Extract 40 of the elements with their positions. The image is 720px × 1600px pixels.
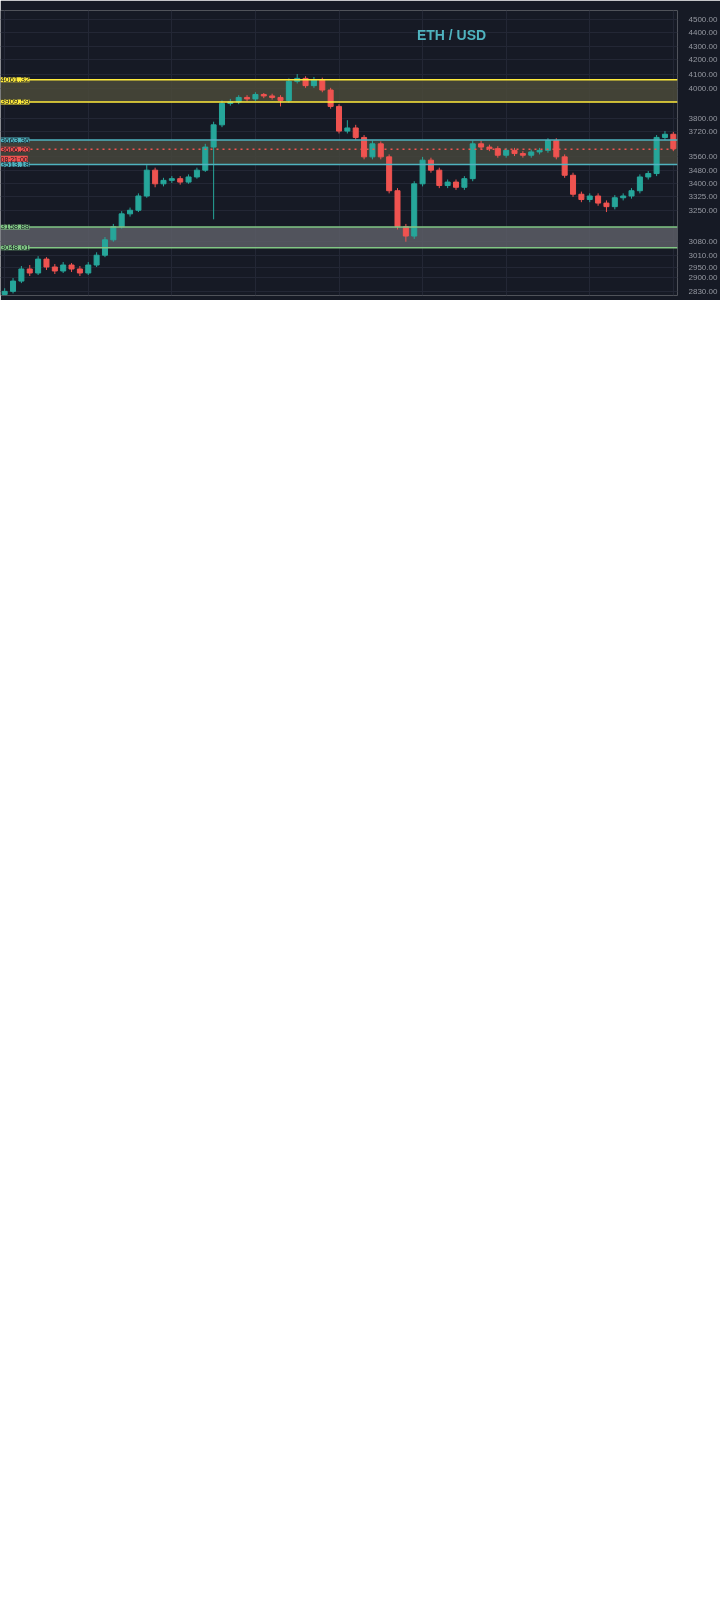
- candlestick: [35, 255, 42, 276]
- candlestick: [419, 156, 426, 187]
- y-tick-label: 3480.00: [688, 165, 718, 175]
- y-tick-label: 3560.00: [688, 152, 718, 162]
- candlestick: [570, 172, 577, 198]
- candlestick: [436, 167, 443, 189]
- y-tick-label: 3800.00: [688, 114, 718, 124]
- y-tick-label: 4200.00: [688, 55, 718, 65]
- candlestick: [202, 143, 209, 173]
- candlestick: [218, 99, 225, 128]
- candlestick: [210, 121, 217, 220]
- candlestick: [636, 173, 643, 194]
- y-tick-label: 2950.00: [688, 262, 718, 272]
- y-tick-label: 3400.00: [688, 179, 718, 189]
- ref-line-label: 3663.36: [0, 135, 30, 145]
- y-tick-label: 2900.00: [688, 272, 718, 282]
- y-tick-label: 2830.00: [688, 286, 718, 296]
- ref-line-label: 3048.01: [0, 243, 30, 253]
- ref-line-label: 3909.59: [0, 97, 30, 107]
- candlestick: [135, 192, 142, 213]
- y-tick-label: 3080.00: [688, 237, 718, 247]
- y-tick-label: 3250.00: [688, 205, 718, 215]
- y-tick-label: 4300.00: [688, 41, 718, 51]
- ref-line-label: 4061.32: [0, 75, 30, 85]
- y-tick-label: 3325.00: [688, 192, 718, 202]
- y-tick-label: 4500.00: [688, 15, 718, 25]
- ref-line-label: 3606.20: [0, 144, 30, 154]
- text: ETH / USD: [416, 26, 487, 43]
- candlestick: [152, 167, 159, 188]
- candlestick: [561, 153, 568, 179]
- y-tick-label: 4400.00: [688, 28, 718, 38]
- y-tick-label: 4100.00: [688, 69, 718, 79]
- candlestick: [244, 94, 251, 102]
- ref-line-label: 3158.88: [0, 222, 30, 232]
- y-tick-label: 4000.00: [688, 84, 718, 94]
- candlestick: [369, 140, 376, 160]
- y-tick-label: 3720.00: [688, 126, 718, 136]
- candlestick: [269, 93, 276, 101]
- candlestick: [285, 77, 292, 104]
- y-tick-label: 3010.00: [688, 250, 718, 260]
